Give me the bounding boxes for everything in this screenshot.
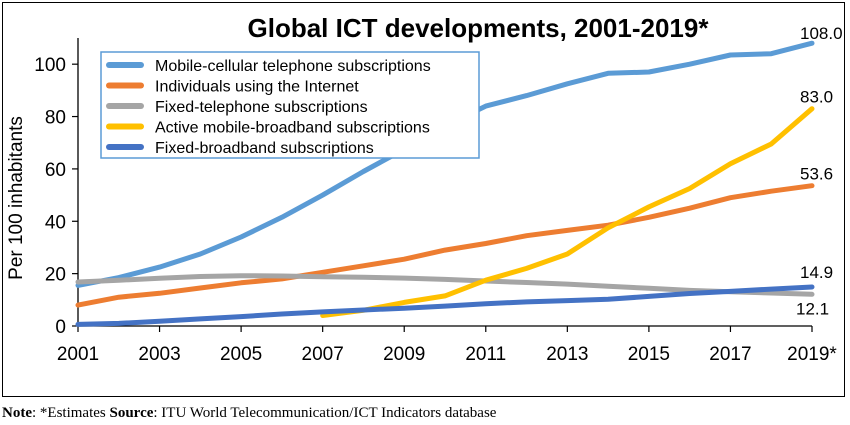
y-tick-label: 40 [45, 212, 66, 233]
series-line [75, 183, 815, 308]
x-tick-label: 2005 [220, 344, 262, 365]
end-labels: 108.0 53.6 12.1 83.0 14.9 [796, 24, 843, 318]
data-label: 12.1 [796, 299, 829, 318]
y-tick-label: 60 [45, 160, 66, 181]
data-label: 83.0 [800, 88, 833, 107]
legend-label: Active mobile-broadband subscriptions [155, 120, 430, 137]
note-label: Note [2, 405, 32, 421]
x-tick-label: 2009 [383, 344, 425, 365]
y-tick-label: 0 [55, 317, 66, 338]
axes: 0 20 40 60 80 100 2001 2003 2005 2007 2009 2011 2013… [34, 38, 837, 365]
legend-label: Individuals using the Internet [155, 79, 359, 96]
note-text: : *Estimates [32, 405, 110, 421]
legend-box [100, 51, 480, 159]
chart-frame [2, 2, 845, 397]
source-note: Note: *Estimates Source: ITU World Telec… [2, 405, 496, 422]
x-tick-label: 2007 [302, 344, 344, 365]
y-tick-label: 20 [45, 265, 66, 286]
x-tick-label: 2003 [138, 344, 180, 365]
source-text: : ITU World Telecommunication/ICT Indica… [153, 405, 497, 421]
y-tick-label: 100 [34, 55, 66, 76]
data-label: 108.0 [800, 24, 843, 43]
chart-title: Global ICT developments, 2001-2019* [248, 13, 710, 43]
legend-label: Fixed-broadband subscriptions [155, 140, 374, 157]
series-line [320, 106, 815, 318]
series-line [75, 284, 815, 327]
x-tick-label: 2011 [465, 344, 506, 365]
data-label: 53.6 [800, 165, 833, 184]
x-tick-label: 2013 [546, 344, 588, 365]
data-label: 14.9 [800, 263, 833, 282]
y-tick-label: 80 [45, 108, 66, 129]
x-tick-label: 2015 [628, 344, 670, 365]
source-label: Source [109, 405, 154, 421]
legend-label: Mobile-cellular telephone subscriptions [155, 58, 431, 75]
legend-label: Fixed-telephone subscriptions [155, 99, 368, 116]
y-axis-label: Per 100 inhabitants [6, 116, 27, 280]
chart-svg: Global ICT developments, 2001-2019* Per … [6, 13, 843, 365]
x-tick-label: 2019* [787, 344, 837, 365]
x-tick-label: 2017 [709, 344, 751, 365]
legend: Mobile-cellular telephone subscriptions I… [100, 51, 480, 159]
x-tick-label: 2001 [57, 344, 99, 365]
series-line [75, 273, 815, 297]
